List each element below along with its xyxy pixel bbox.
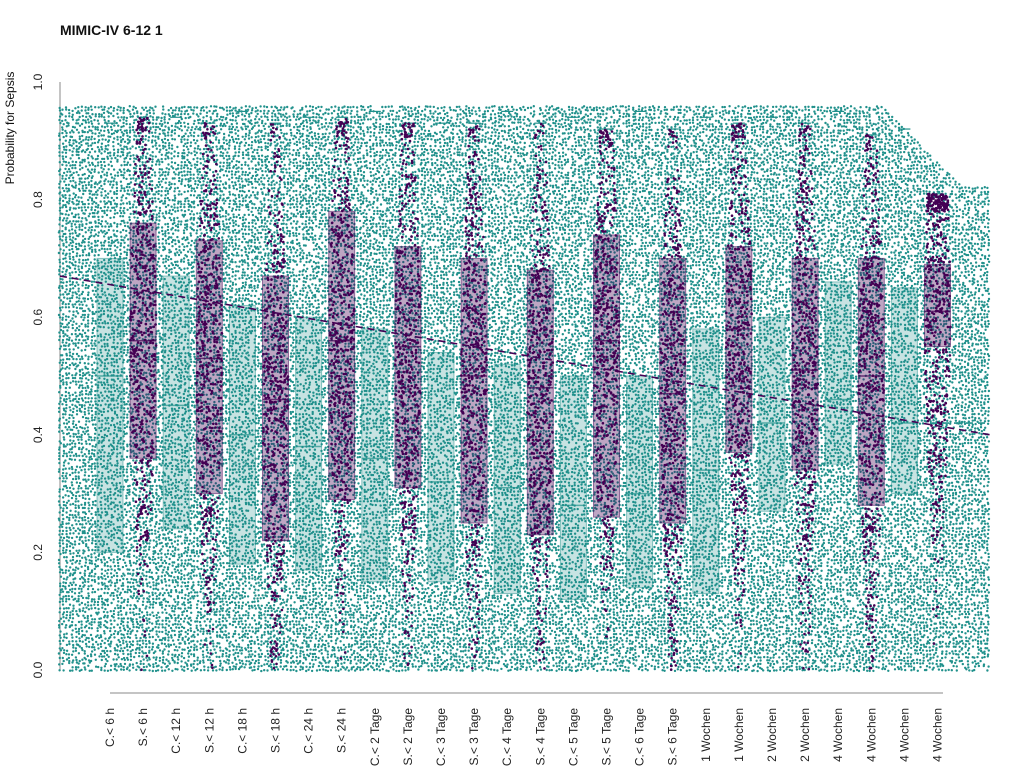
x-tick-label: 1 Wochen: [732, 708, 746, 762]
x-tick-label: C.< 12 h: [169, 708, 183, 754]
box: [262, 275, 289, 542]
x-tick-label: 2 Wochen: [765, 708, 779, 762]
y-tick-label: 0.6: [31, 309, 45, 326]
box: [758, 316, 786, 512]
x-tick-label: C.< 2 Tage: [368, 708, 382, 766]
y-tick-label: 1.0: [31, 73, 45, 90]
box: [526, 269, 554, 536]
x-tick-label: C.< 18 h: [235, 708, 249, 754]
sepsis-trend-line: [59, 275, 991, 436]
box: [725, 246, 753, 453]
x-tick-label: C.< 3 Tage: [434, 708, 448, 766]
x-tick-label: S.< 2 Tage: [401, 708, 415, 766]
box: [791, 257, 819, 471]
box: [924, 263, 951, 348]
y-tick-label: 0.0: [31, 661, 45, 678]
x-tick-label: S.< 6 Tage: [666, 708, 680, 766]
x-tick-label: C.< 5 Tage: [566, 708, 580, 766]
x-tick-label: 4 Wochen: [831, 708, 845, 762]
box: [460, 257, 488, 524]
box: [96, 257, 124, 553]
x-axis: C.< 6 h S.< 6 h C.< 12 h S.< 12 h C.< 18 h S.…: [103, 692, 945, 766]
box: [427, 351, 455, 583]
y-axis: 0.0 0.2 0.4 0.6 0.8 1.0: [31, 73, 61, 678]
x-tick-label: S.< 5 Tage: [600, 708, 614, 766]
x-tick-label: C.< 6 h: [103, 708, 117, 747]
x-tick-label: S.< 3 Tage: [467, 708, 481, 766]
box: [195, 240, 223, 495]
box: [559, 375, 587, 600]
y-tick-label: 0.8: [31, 191, 45, 208]
box: [162, 275, 190, 530]
box: [824, 281, 852, 465]
box: [890, 287, 918, 495]
sepsis-points: [128, 116, 952, 671]
trend-lines: [59, 275, 991, 436]
box: [361, 328, 389, 583]
sepsis-dot-cloud: [128, 116, 952, 671]
box: [328, 210, 356, 500]
x-tick-label: C.< 6 Tage: [633, 708, 647, 766]
x-tick-label: 4 Wochen: [931, 708, 945, 762]
control-dot-cloud: [57, 104, 991, 673]
box: [857, 257, 885, 506]
x-tick-label: C.< 24 h: [302, 708, 316, 754]
x-tick-label: S.< 18 h: [269, 708, 283, 753]
boxplots: [96, 210, 951, 600]
box: [593, 234, 620, 518]
box: [692, 328, 720, 595]
x-tick-label: S.< 24 h: [335, 708, 349, 753]
x-tick-label: 2 Wochen: [798, 708, 812, 762]
box: [394, 246, 422, 489]
x-tick-label: S.< 4 Tage: [533, 708, 547, 766]
y-tick-label: 0.4: [31, 426, 45, 443]
y-axis-label: Probability for Sepsis: [3, 72, 17, 185]
x-tick-label: 1 Wochen: [699, 708, 713, 762]
chart-title: MIMIC-IV 6-12 1: [60, 22, 163, 38]
box: [659, 257, 687, 524]
x-tick-label: C.< 4 Tage: [500, 708, 514, 766]
box: [295, 316, 323, 571]
x-tick-label: 4 Wochen: [897, 708, 911, 762]
box: [493, 363, 521, 595]
x-tick-label: S.< 6 h: [136, 708, 150, 746]
x-tick-label: 4 Wochen: [864, 708, 878, 762]
box: [626, 375, 654, 589]
x-tick-label: S.< 12 h: [202, 708, 216, 753]
y-tick-label: 0.2: [31, 544, 45, 561]
